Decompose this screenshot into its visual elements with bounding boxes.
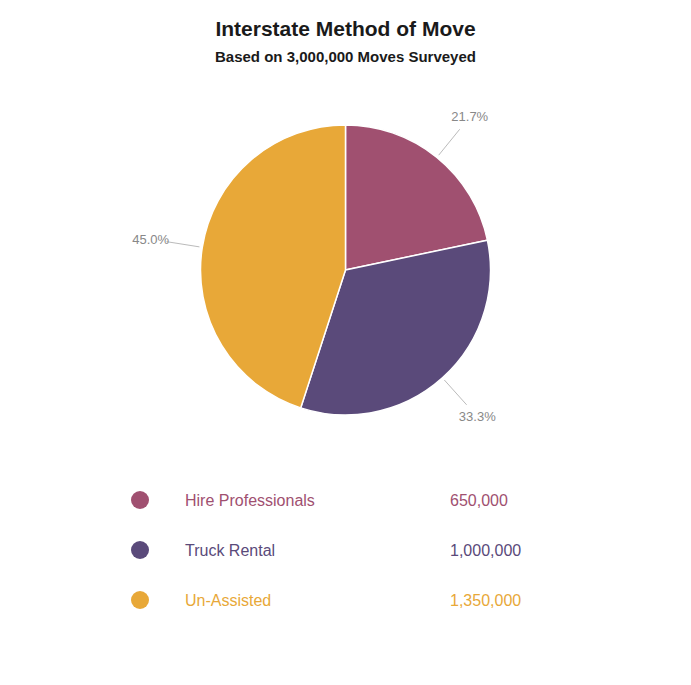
legend-swatch (131, 591, 149, 609)
slice (201, 125, 346, 408)
leader-line (166, 242, 199, 247)
legend-value: 1,350,000 (450, 592, 521, 609)
legend: Hire Professionals 650,000 Truck Rental 1,0… (131, 491, 521, 609)
subtitle: Based on 3,000,000 Moves Surveyed (215, 48, 476, 65)
legend-label: Truck Rental (185, 542, 275, 559)
legend-value: 1,000,000 (450, 542, 521, 559)
legend-swatch (131, 541, 149, 559)
slice-labels: 21.7% 33.3% 45.0% (132, 109, 496, 424)
data-label: 21.7% (451, 109, 488, 124)
legend-swatch (131, 491, 149, 509)
leader-line (444, 380, 466, 405)
legend-label: Hire Professionals (185, 492, 315, 509)
legend-label: Un-Assisted (185, 592, 271, 609)
leader-line (439, 129, 460, 155)
data-label: 45.0% (132, 232, 169, 247)
legend-value: 650,000 (450, 492, 508, 509)
data-label: 33.3% (459, 409, 496, 424)
title: Interstate Method of Move (215, 17, 475, 40)
chart: Interstate Method of Move Based on 3,000,… (0, 0, 691, 685)
pie (201, 125, 491, 415)
